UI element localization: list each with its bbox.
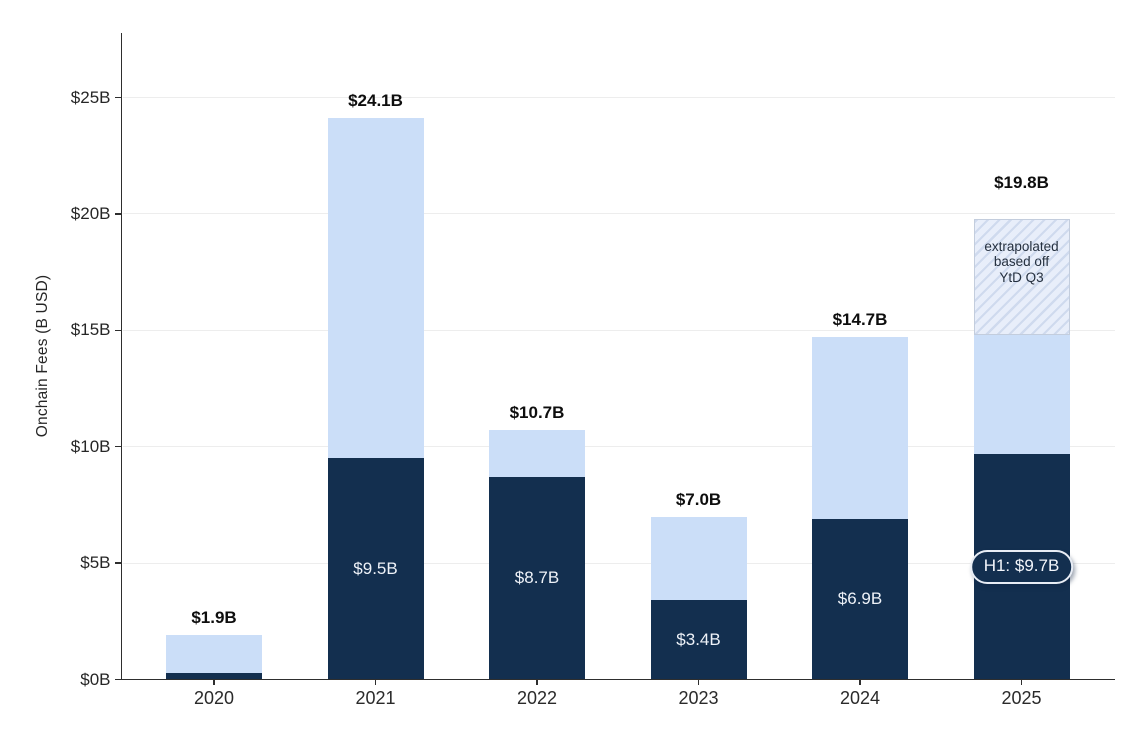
y-tick-label-$10B: $10B [70, 436, 111, 456]
bar-2023-dark-segment [650, 600, 747, 680]
bar-2020-dark-segment [166, 672, 262, 680]
y-axis-line [120, 33, 123, 681]
x-axis-line [120, 678, 1115, 681]
bar-2023-light-segment [650, 516, 747, 601]
x-axis-label-2024: 2024 [839, 687, 881, 708]
bar-2021-segment-label: $9.5B [353, 558, 398, 578]
x-tick-2023 [697, 680, 700, 685]
bar-2022-total-label: $10.7B [509, 403, 565, 423]
x-axis-label-2023: 2023 [678, 687, 719, 708]
y-tick-$10B [115, 445, 121, 448]
bar-2021-light-segment [327, 118, 424, 459]
x-axis-label-2025: 2025 [1001, 687, 1042, 708]
gridline-$25B [122, 96, 1115, 99]
bar-2025-total-label: $19.8B [994, 172, 1049, 192]
bar-2022-light-segment [489, 430, 585, 477]
gridline-$5B [122, 562, 1115, 564]
bar-2024-total-label: $14.7B [832, 310, 888, 330]
bar-2025-extrapolated-segment: extrapolated based off YtD Q3 [973, 218, 1070, 335]
x-axis-label-2022: 2022 [516, 687, 558, 708]
gridline-$15B [122, 329, 1115, 331]
y-tick-label-$25B: $25B [70, 87, 111, 107]
h1-pill-label: H1: $9.7B [969, 549, 1074, 584]
bar-2021-dark-segment [327, 458, 424, 680]
gridline-$20B [122, 213, 1115, 215]
bar-2023-segment-label: $3.4B [676, 629, 721, 649]
x-tick-2020 [213, 680, 215, 685]
bar-2020-light-segment [166, 635, 262, 673]
bar-2024-light-segment [812, 337, 908, 519]
bar-2022-dark-segment [489, 476, 585, 680]
extrapolated-note-line: based off [993, 254, 1050, 270]
bar-2024-dark-segment [812, 518, 908, 680]
extrapolated-note-line: extrapolated [984, 238, 1059, 254]
y-tick-label-$20B: $20B [70, 203, 111, 223]
y-tick-$15B [115, 329, 121, 332]
x-axis-label-2021: 2021 [355, 687, 396, 708]
bar-2023-total-label: $7.0B [675, 489, 722, 509]
bar-2022-segment-label: $8.7B [514, 568, 560, 588]
y-tick-label-$0B: $0B [80, 669, 111, 689]
y-tick-$20B [115, 213, 121, 215]
bar-2021-total-label: $24.1B [348, 91, 403, 111]
bar-2020-total-label: $1.9B [191, 608, 237, 628]
x-tick-2021 [374, 680, 377, 685]
x-axis-label-2020: 2020 [193, 687, 235, 708]
y-tick-$25B [115, 96, 121, 99]
y-tick-$5B [115, 562, 121, 564]
gridline-$10B [122, 446, 1115, 448]
y-tick-label-$5B: $5B [80, 553, 111, 573]
bar-2025-light-segment [973, 334, 1070, 454]
y-tick-$0B [115, 678, 121, 681]
x-tick-2022 [536, 680, 538, 685]
x-tick-2024 [859, 680, 861, 685]
bar-2024-segment-label: $6.9B [837, 589, 883, 609]
extrapolated-note-line: YtD Q3 [999, 269, 1044, 285]
x-tick-2025 [1020, 680, 1023, 685]
y-axis-title: Onchain Fees (B USD) [34, 274, 51, 438]
y-tick-label-$15B: $15B [70, 320, 111, 340]
